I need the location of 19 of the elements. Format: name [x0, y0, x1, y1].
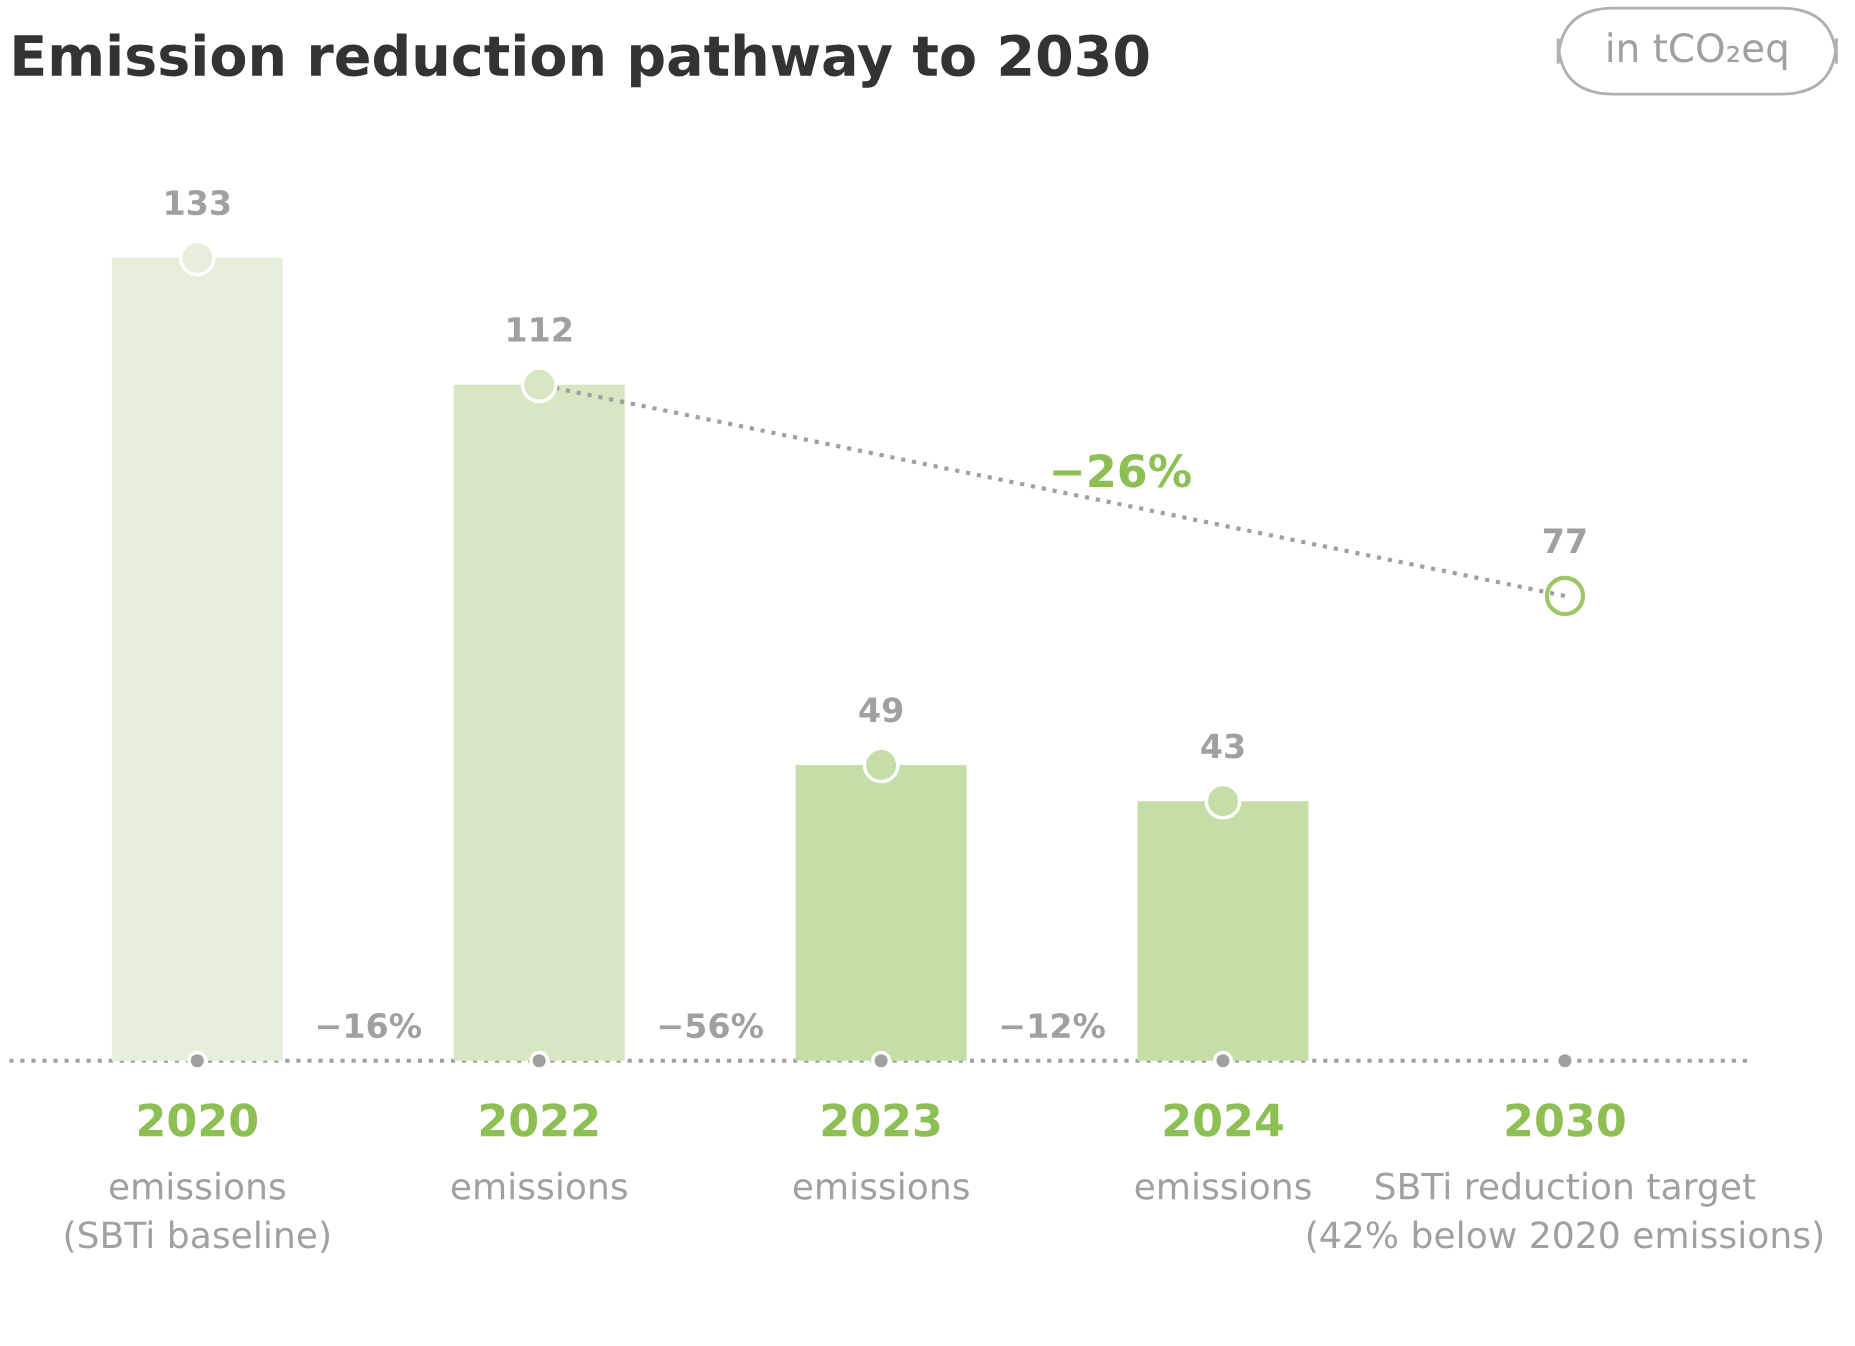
annotation: −56%	[659, 1013, 763, 1039]
x-tick-label: 2022 emissions	[451, 1103, 627, 1200]
chart-title: Emission reduction pathway to 2030	[14, 33, 1149, 88]
data-label: 133	[166, 190, 230, 216]
point	[520, 366, 558, 404]
data-label: 49	[859, 697, 903, 723]
data-label: 112	[508, 316, 572, 342]
point	[1212, 1050, 1234, 1071]
point	[187, 1050, 208, 1071]
annotation: −16%	[317, 1013, 422, 1039]
point	[871, 1050, 892, 1071]
annotation: −26%	[1053, 453, 1191, 488]
data-label: 77	[1543, 528, 1586, 553]
chart-subtitle: in tCO₂eq	[1608, 32, 1787, 70]
data-label: 43	[1201, 733, 1244, 759]
annotation: −12%	[1001, 1013, 1105, 1039]
point	[529, 1050, 550, 1071]
x-tick-label: 2020 emissions (SBTi baseline)	[65, 1103, 329, 1253]
x-tick-label: 2023 emissions	[793, 1103, 969, 1200]
